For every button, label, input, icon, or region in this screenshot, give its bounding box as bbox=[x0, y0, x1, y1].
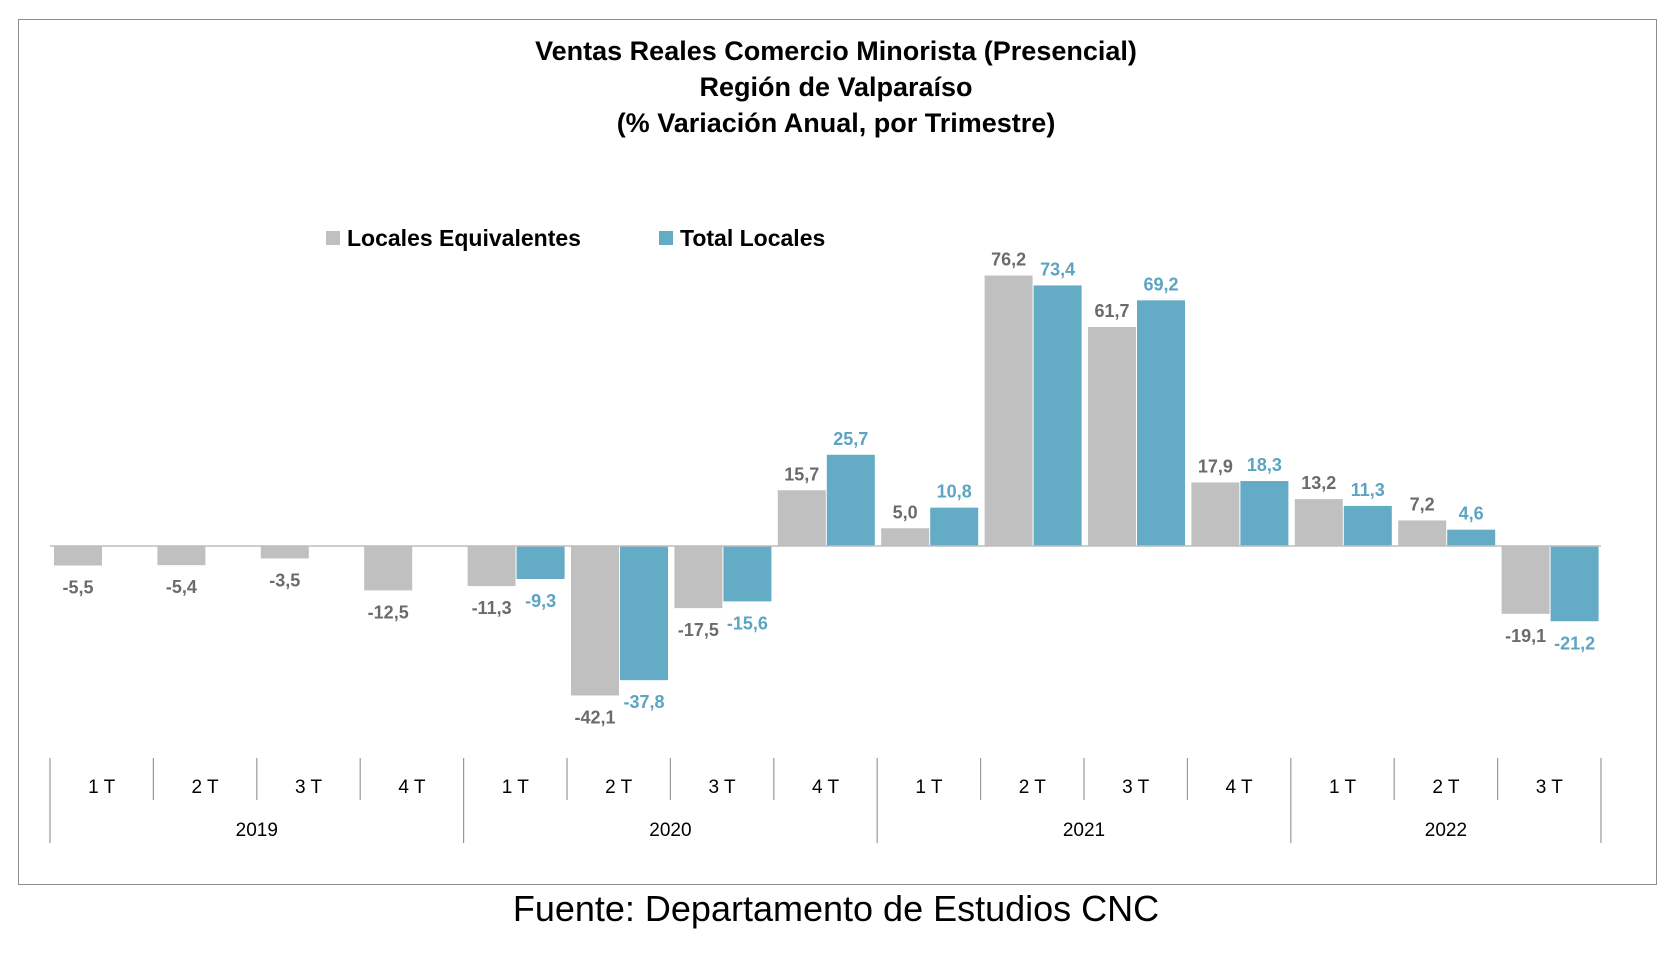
bar-locales-equivalentes-0 bbox=[54, 546, 102, 566]
data-label-locales-equivalentes-5: -42,1 bbox=[574, 707, 615, 727]
data-label-locales-equivalentes-0: -5,5 bbox=[62, 578, 93, 598]
data-label-total-locales-7: 25,7 bbox=[833, 429, 868, 449]
bar-chart: -5,5 -5,4 -3,5 -12,5 -11,3 -42,1 -17,5 15,7 5,0 7… bbox=[49, 225, 1602, 843]
category-tick-label-9: 2 T bbox=[1019, 777, 1047, 798]
category-tick-label-6: 3 T bbox=[709, 777, 737, 798]
bar-locales-equivalentes-13 bbox=[1398, 520, 1447, 546]
category-tick-label-14: 3 T bbox=[1536, 777, 1564, 798]
data-label-total-locales-5: -37,8 bbox=[623, 692, 664, 712]
category-tick-label-1: 2 T bbox=[192, 777, 220, 798]
data-label-locales-equivalentes-8: 5,0 bbox=[893, 502, 918, 522]
bar-locales-equivalentes-14 bbox=[1501, 546, 1550, 614]
year-label-2020: 2020 bbox=[649, 820, 691, 841]
category-tick-label-2: 3 T bbox=[295, 777, 323, 798]
bar-locales-equivalentes-10 bbox=[1088, 326, 1136, 546]
source-note: Fuente: Departamento de Estudios CNC bbox=[512, 888, 1160, 929]
legend-swatch-locales-equivalentes bbox=[326, 231, 340, 245]
data-label-locales-equivalentes-6: -17,5 bbox=[678, 620, 719, 640]
legend-label-total-locales: Total Locales bbox=[680, 225, 825, 251]
bar-total-locales-14 bbox=[1550, 546, 1599, 622]
legend-label-locales-equivalentes: Locales Equivalentes bbox=[347, 225, 581, 251]
chart-title-line-1: Ventas Reales Comercio Minorista (Presen… bbox=[535, 36, 1137, 66]
bar-locales-equivalentes-9 bbox=[984, 275, 1033, 546]
data-label-locales-equivalentes-12: 13,2 bbox=[1301, 473, 1336, 493]
bar-total-locales-13 bbox=[1447, 529, 1496, 546]
bar-total-locales-9 bbox=[1033, 285, 1082, 546]
bar-total-locales-6 bbox=[723, 546, 772, 602]
category-tick-label-4: 1 T bbox=[502, 777, 530, 798]
bar-total-locales-5 bbox=[620, 546, 668, 681]
data-label-locales-equivalentes-7: 15,7 bbox=[784, 464, 819, 484]
data-label-total-locales-11: 18,3 bbox=[1247, 455, 1282, 475]
year-label-2021: 2021 bbox=[1063, 820, 1105, 841]
bar-total-locales-4 bbox=[516, 546, 565, 580]
data-label-locales-equivalentes-10: 61,7 bbox=[1094, 301, 1129, 321]
bar-locales-equivalentes-2 bbox=[260, 546, 309, 559]
category-tick-label-5: 2 T bbox=[605, 777, 633, 798]
data-label-locales-equivalentes-13: 7,2 bbox=[1410, 494, 1435, 514]
category-tick-label-13: 2 T bbox=[1432, 777, 1460, 798]
chart-title-line-3: (% Variación Anual, por Trimestre) bbox=[616, 108, 1056, 138]
data-label-total-locales-13: 4,6 bbox=[1459, 504, 1484, 524]
data-label-total-locales-6: -15,6 bbox=[727, 613, 768, 633]
bar-locales-equivalentes-5 bbox=[571, 546, 619, 696]
bar-locales-equivalentes-11 bbox=[1191, 482, 1240, 546]
bar-total-locales-8 bbox=[930, 507, 979, 546]
data-label-total-locales-9: 73,4 bbox=[1040, 259, 1075, 279]
year-label-2019: 2019 bbox=[236, 820, 278, 841]
bar-locales-equivalentes-8 bbox=[881, 528, 930, 546]
data-label-total-locales-8: 10,8 bbox=[937, 482, 972, 502]
bar-locales-equivalentes-7 bbox=[777, 490, 826, 546]
data-label-locales-equivalentes-14: -19,1 bbox=[1505, 626, 1546, 646]
bar-locales-equivalentes-3 bbox=[364, 546, 413, 591]
year-label-2022: 2022 bbox=[1425, 820, 1467, 841]
bar-locales-equivalentes-12 bbox=[1294, 499, 1343, 546]
chart-title-line-2: Región de Valparaíso bbox=[699, 72, 973, 102]
category-tick-label-3: 4 T bbox=[398, 777, 426, 798]
data-label-locales-equivalentes-3: -12,5 bbox=[368, 602, 409, 622]
bar-locales-equivalentes-1 bbox=[157, 546, 206, 566]
chart-frame bbox=[18, 19, 1657, 885]
category-tick-label-11: 4 T bbox=[1226, 777, 1254, 798]
bar-locales-equivalentes-4 bbox=[467, 546, 516, 587]
bar-locales-equivalentes-6 bbox=[674, 546, 723, 609]
data-label-total-locales-14: -21,2 bbox=[1554, 633, 1595, 653]
data-label-locales-equivalentes-1: -5,4 bbox=[166, 577, 197, 597]
bar-total-locales-10 bbox=[1137, 300, 1185, 546]
bar-total-locales-12 bbox=[1343, 505, 1392, 546]
data-label-total-locales-10: 69,2 bbox=[1143, 274, 1178, 294]
data-label-total-locales-4: -9,3 bbox=[525, 591, 556, 611]
category-tick-label-10: 3 T bbox=[1122, 777, 1150, 798]
data-label-locales-equivalentes-4: -11,3 bbox=[472, 598, 512, 618]
legend-swatch-total-locales bbox=[659, 231, 673, 245]
data-label-total-locales-12: 11,3 bbox=[1351, 480, 1385, 500]
bar-total-locales-11 bbox=[1240, 481, 1289, 546]
data-label-locales-equivalentes-2: -3,5 bbox=[269, 570, 300, 590]
data-label-locales-equivalentes-11: 17,9 bbox=[1198, 456, 1233, 476]
category-tick-label-0: 1 T bbox=[88, 777, 116, 798]
category-tick-label-12: 1 T bbox=[1329, 777, 1357, 798]
bar-total-locales-7 bbox=[826, 454, 875, 546]
data-label-locales-equivalentes-9: 76,2 bbox=[991, 249, 1026, 269]
category-tick-label-8: 1 T bbox=[915, 777, 943, 798]
category-tick-label-7: 4 T bbox=[812, 777, 840, 798]
